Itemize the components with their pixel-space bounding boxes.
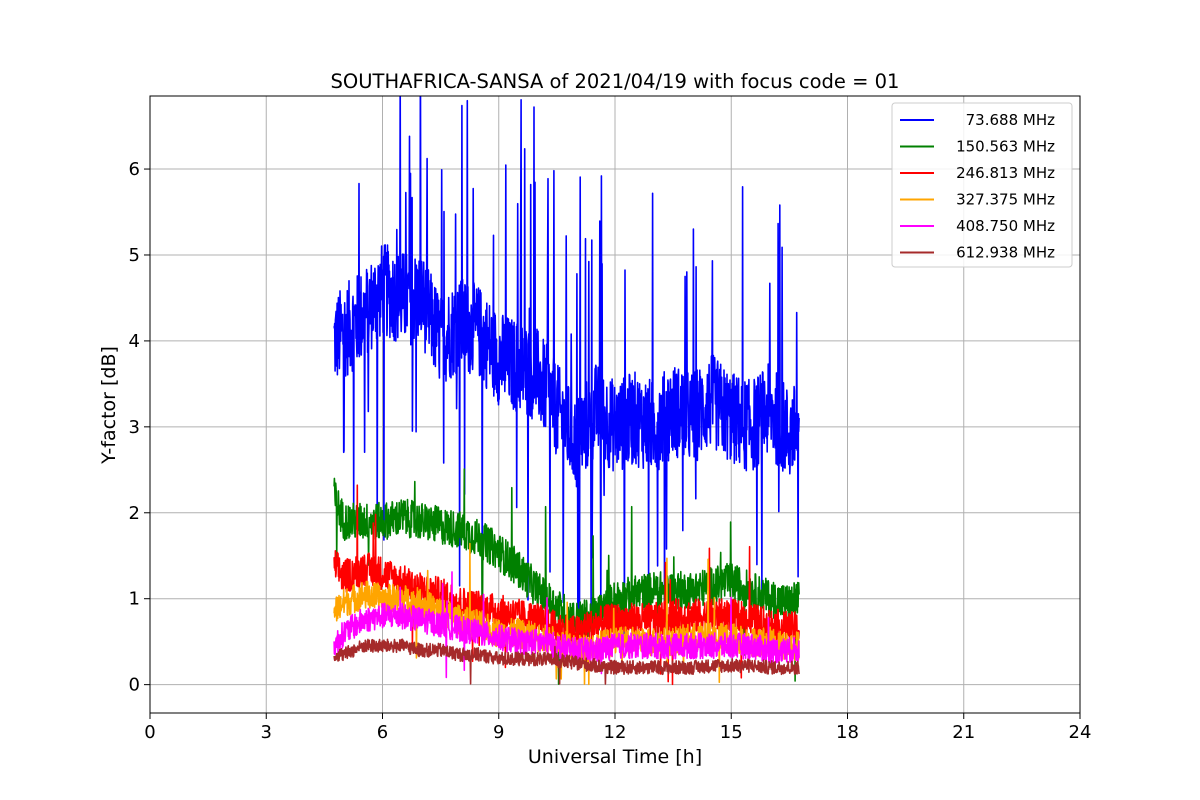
y-tick-label: 3 (129, 417, 140, 438)
x-tick-label: 21 (952, 722, 975, 743)
legend-frame (891, 102, 1073, 268)
y-tick-label: 1 (129, 589, 140, 610)
y-tick-label: 5 (129, 245, 140, 266)
y-tick-label: 0 (129, 675, 140, 696)
series-group (333, 96, 800, 686)
x-tick-label: 6 (377, 722, 388, 743)
x-tick-label: 9 (493, 722, 504, 743)
legend-label: 246.813 MHz (956, 164, 1055, 182)
legend-label: 408.750 MHz (956, 217, 1055, 235)
x-tick-label: 15 (720, 722, 743, 743)
x-axis-ticks: 0 3 6 9 12 15 18 21 24 (144, 713, 1091, 743)
y-tick-label: 4 (129, 331, 140, 352)
plot-area (333, 96, 800, 686)
x-axis-label: Universal Time [h] (528, 746, 702, 768)
y-axis-ticks: 0 1 2 3 4 5 6 (129, 159, 150, 696)
series-line (333, 571, 800, 679)
series-line (333, 638, 800, 685)
x-tick-label: 24 (1069, 722, 1092, 743)
y-tick-label: 2 (129, 503, 140, 524)
legend-label: 612.938 MHz (956, 244, 1055, 262)
legend-label: 327.375 MHz (956, 191, 1055, 209)
x-tick-label: 12 (604, 722, 627, 743)
legend: 73.688 MHz 150.563 MHz 246.813 MHz 327.375 … (891, 102, 1073, 268)
y-axis-label: Y-factor [dB] (98, 346, 120, 465)
x-tick-label: 18 (836, 722, 859, 743)
chart-title: SOUTHAFRICA-SANSA of 2021/04/19 with foc… (331, 70, 900, 93)
x-tick-label: 0 (144, 722, 155, 743)
series-line (333, 96, 800, 652)
y-tick-label: 6 (129, 159, 140, 180)
legend-label: 150.563 MHz (956, 138, 1055, 156)
x-tick-label: 3 (261, 722, 272, 743)
legend-label: 73.688 MHz (961, 111, 1055, 129)
